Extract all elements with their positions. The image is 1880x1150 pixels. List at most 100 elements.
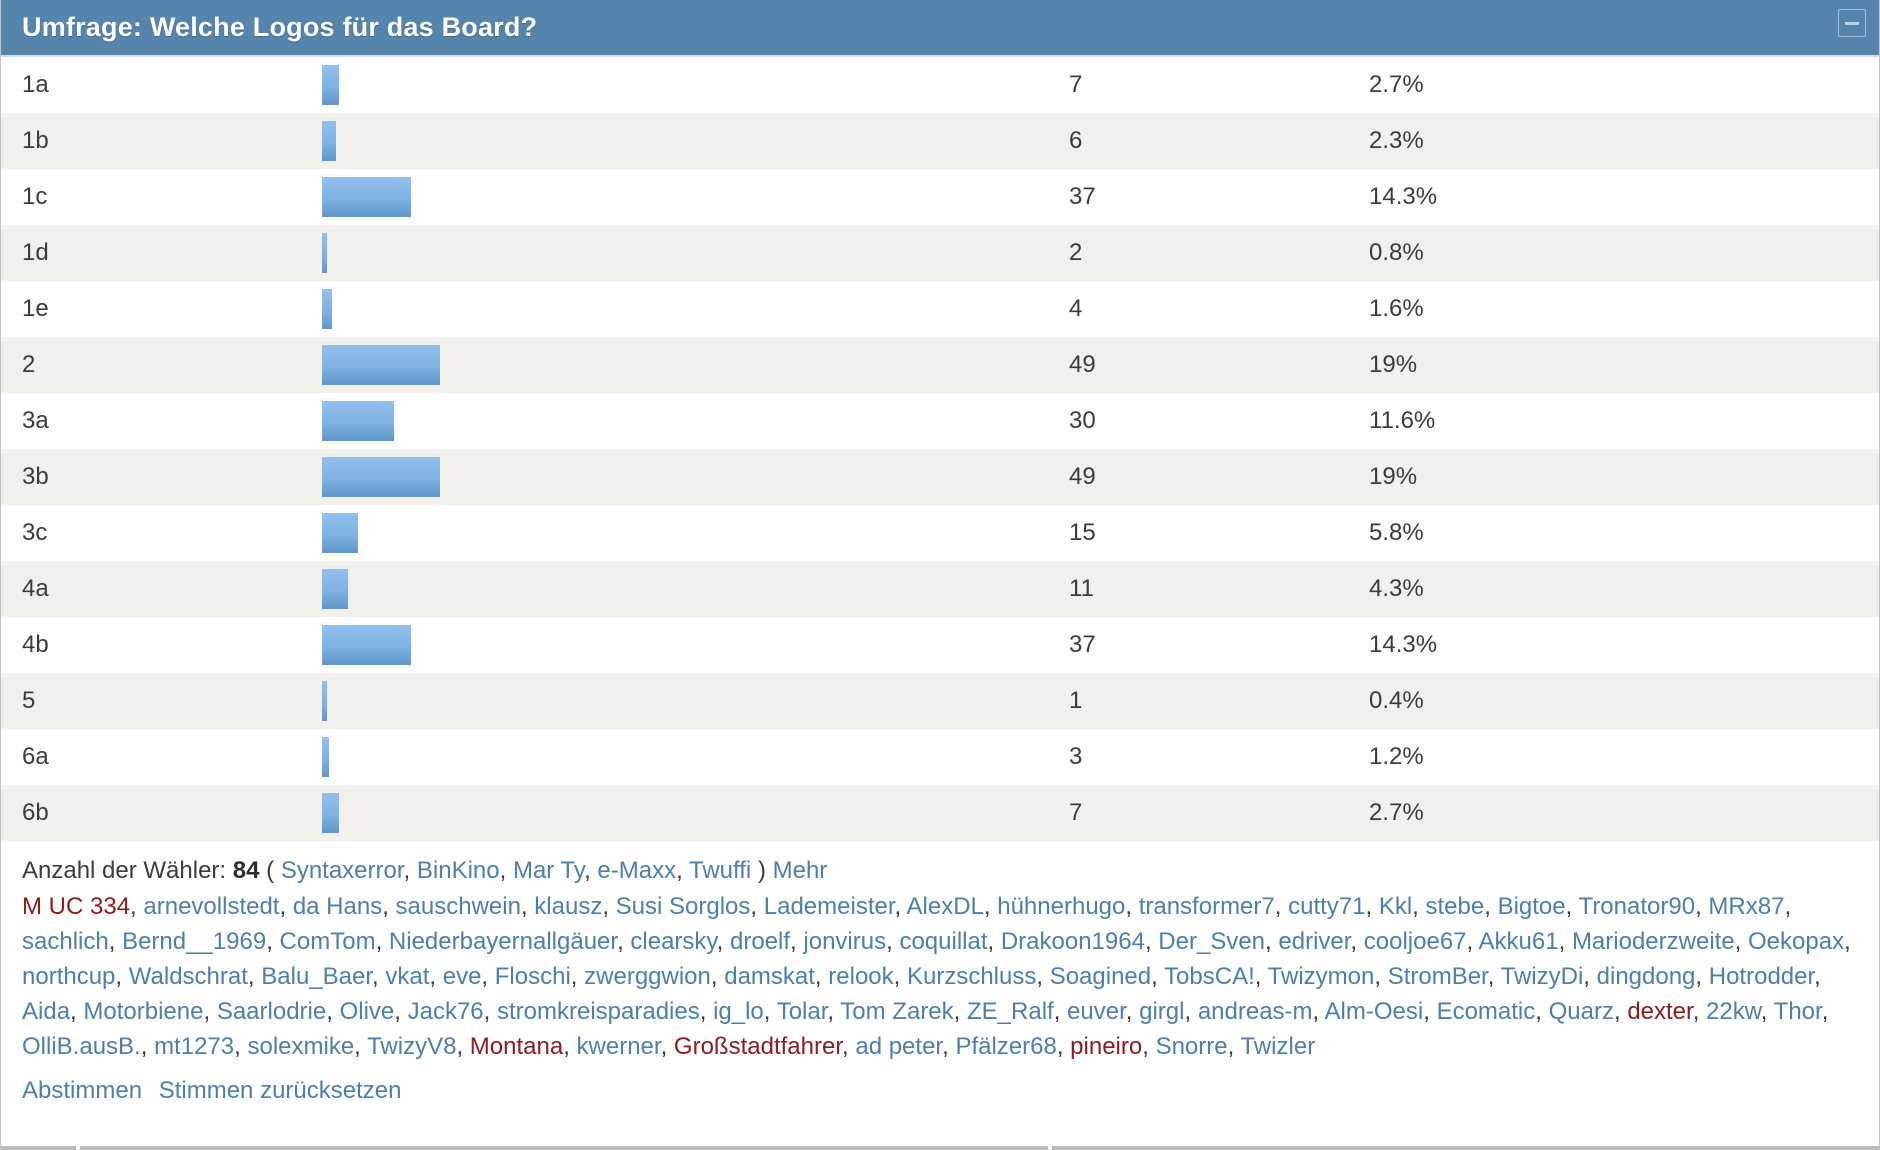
recent-voter-link[interactable]: BinKino (416, 857, 500, 884)
poll-vote-count: 4 (1069, 295, 1083, 322)
voter-link[interactable]: Tom Zarek (840, 998, 954, 1025)
voter-link[interactable]: andreas-m (1197, 998, 1313, 1025)
voter-link[interactable]: hühnerhugo (997, 893, 1126, 920)
voter-link[interactable]: stromkreisparadies (496, 998, 700, 1025)
voter-link[interactable]: dexter (1627, 998, 1693, 1025)
paren-open: ( (266, 857, 275, 884)
voter-link[interactable]: northcup (22, 963, 116, 990)
voter-link[interactable]: ad peter (855, 1033, 943, 1060)
poll-row: 1e 4 1.6% (1, 281, 1879, 337)
voter-link[interactable]: transformer7 (1138, 893, 1275, 920)
poll-vote-count: 6 (1069, 127, 1083, 154)
voter-link[interactable]: clearsky (630, 928, 717, 955)
voter-link[interactable]: Waldschrat (128, 963, 248, 990)
voter-link[interactable]: Olive (339, 998, 395, 1025)
voter-link[interactable]: edriver (1278, 928, 1351, 955)
voter-link[interactable]: coquillat (899, 928, 988, 955)
poll-option-label: 1d (22, 239, 49, 266)
voter-link[interactable]: Jack76 (407, 998, 484, 1025)
voter-link[interactable]: Motorbiene (83, 998, 204, 1025)
voter-link[interactable]: Bernd__1969 (122, 928, 267, 955)
voter-link[interactable]: AlexDL (906, 893, 984, 920)
voter-link[interactable]: eve (442, 963, 482, 990)
voter-link[interactable]: Drakoon1964 (1000, 928, 1145, 955)
poll-option-label: 1b (22, 127, 49, 154)
voter-link[interactable]: Großstadtfahrer (673, 1033, 842, 1060)
voter-link[interactable]: Ecomatic (1436, 998, 1536, 1025)
voter-link[interactable]: Saarlodrie (216, 998, 327, 1025)
voter-link[interactable]: mt1273 (154, 1033, 235, 1060)
voter-link[interactable]: pineiro (1070, 1033, 1143, 1060)
voter-link[interactable]: da Hans (292, 893, 383, 920)
voter-link[interactable]: solexmike (247, 1033, 355, 1060)
voter-link[interactable]: TwizyDi (1500, 963, 1584, 990)
voter-link[interactable]: Alm-Oesi (1324, 998, 1424, 1025)
voter-link[interactable]: Akku61 (1478, 928, 1559, 955)
voter-link[interactable]: Tolar (776, 998, 828, 1025)
voter-link[interactable]: Niederbayernallgäuer (388, 928, 618, 955)
voter-link[interactable]: relook (828, 963, 894, 990)
voter-link[interactable]: TobsCA! (1164, 963, 1255, 990)
voter-link[interactable]: Susi Sorglos (615, 893, 751, 920)
voter-link[interactable]: Kurzschluss (906, 963, 1037, 990)
voter-link[interactable]: M UC 334 (22, 893, 131, 920)
voter-link[interactable]: arnevollstedt (143, 893, 280, 920)
voter-link[interactable]: cooljoe67 (1363, 928, 1467, 955)
voter-link[interactable]: Snorre (1155, 1033, 1228, 1060)
collapse-icon[interactable] (1838, 9, 1866, 37)
voter-link[interactable]: Oekopax (1748, 928, 1845, 955)
more-voters-link[interactable]: Mehr (772, 857, 828, 884)
voter-link[interactable]: sauschwein (395, 893, 521, 920)
voter-link[interactable]: Thor (1773, 998, 1822, 1025)
poll-vote-count: 30 (1069, 407, 1096, 434)
voter-link[interactable]: Marioderzweite (1571, 928, 1735, 955)
voter-link[interactable]: dingdong (1596, 963, 1696, 990)
reset-votes-button[interactable]: Stimmen zurücksetzen (158, 1077, 402, 1104)
recent-voter-link[interactable]: Syntaxerror (280, 857, 404, 884)
poll-percentage: 0.8% (1369, 239, 1424, 266)
voter-link[interactable]: Hotrodder (1708, 963, 1815, 990)
voter-link[interactable]: klausz (534, 893, 603, 920)
voter-link[interactable]: ig_lo (713, 998, 764, 1025)
voter-link[interactable]: ComTom (279, 928, 376, 955)
voter-link[interactable]: zwerggwion (584, 963, 711, 990)
voter-link[interactable]: StromBer (1387, 963, 1488, 990)
voter-link[interactable]: droelf (730, 928, 791, 955)
voter-link[interactable]: damskat (724, 963, 815, 990)
voter-link[interactable]: vkat (385, 963, 430, 990)
poll-vote-count: 7 (1069, 799, 1083, 826)
voter-link[interactable]: girgl (1139, 998, 1185, 1025)
voter-link[interactable]: Soagined (1049, 963, 1152, 990)
recent-voter-link[interactable]: e-Maxx (597, 857, 677, 884)
voter-link[interactable]: Twizymon (1267, 963, 1375, 990)
voter-link[interactable]: Kkl (1378, 893, 1413, 920)
voter-link[interactable]: Aida (22, 998, 71, 1025)
voter-count-label: Anzahl der Wähler: (22, 857, 227, 884)
poll-percentage: 0.4% (1369, 687, 1424, 714)
voter-link[interactable]: kwerner (576, 1033, 661, 1060)
voter-link[interactable]: 22kw (1706, 998, 1761, 1025)
voter-link[interactable]: jonvirus (803, 928, 887, 955)
voter-link[interactable]: euver (1067, 998, 1126, 1025)
voter-link[interactable]: sachlich (22, 928, 109, 955)
voter-link[interactable]: Lademeister (763, 893, 895, 920)
voter-link[interactable]: Bigtoe (1497, 893, 1566, 920)
vote-button[interactable]: Abstimmen (22, 1077, 143, 1104)
recent-voter-link[interactable]: Twuffi (689, 857, 752, 884)
voter-link[interactable]: cutty71 (1288, 893, 1366, 920)
recent-voter-link[interactable]: Mar Ty (512, 857, 585, 884)
voter-link[interactable]: OlliB.ausB. (22, 1033, 141, 1060)
voter-link[interactable]: MRx87 (1708, 893, 1785, 920)
voter-link[interactable]: Der_Sven (1158, 928, 1266, 955)
voter-link[interactable]: stebe (1425, 893, 1485, 920)
voter-link[interactable]: Pfälzer68 (955, 1033, 1057, 1060)
voter-link[interactable]: Quarz (1548, 998, 1614, 1025)
poll-percentage: 2.7% (1369, 71, 1424, 98)
voter-link[interactable]: Twizler (1240, 1033, 1316, 1060)
voter-link[interactable]: Montana (469, 1033, 564, 1060)
voter-link[interactable]: ZE_Ralf (967, 998, 1054, 1025)
voter-link[interactable]: Balu_Baer (261, 963, 373, 990)
voter-link[interactable]: Floschi (494, 963, 571, 990)
voter-link[interactable]: TwizyV8 (367, 1033, 457, 1060)
voter-link[interactable]: Tronator90 (1578, 893, 1696, 920)
